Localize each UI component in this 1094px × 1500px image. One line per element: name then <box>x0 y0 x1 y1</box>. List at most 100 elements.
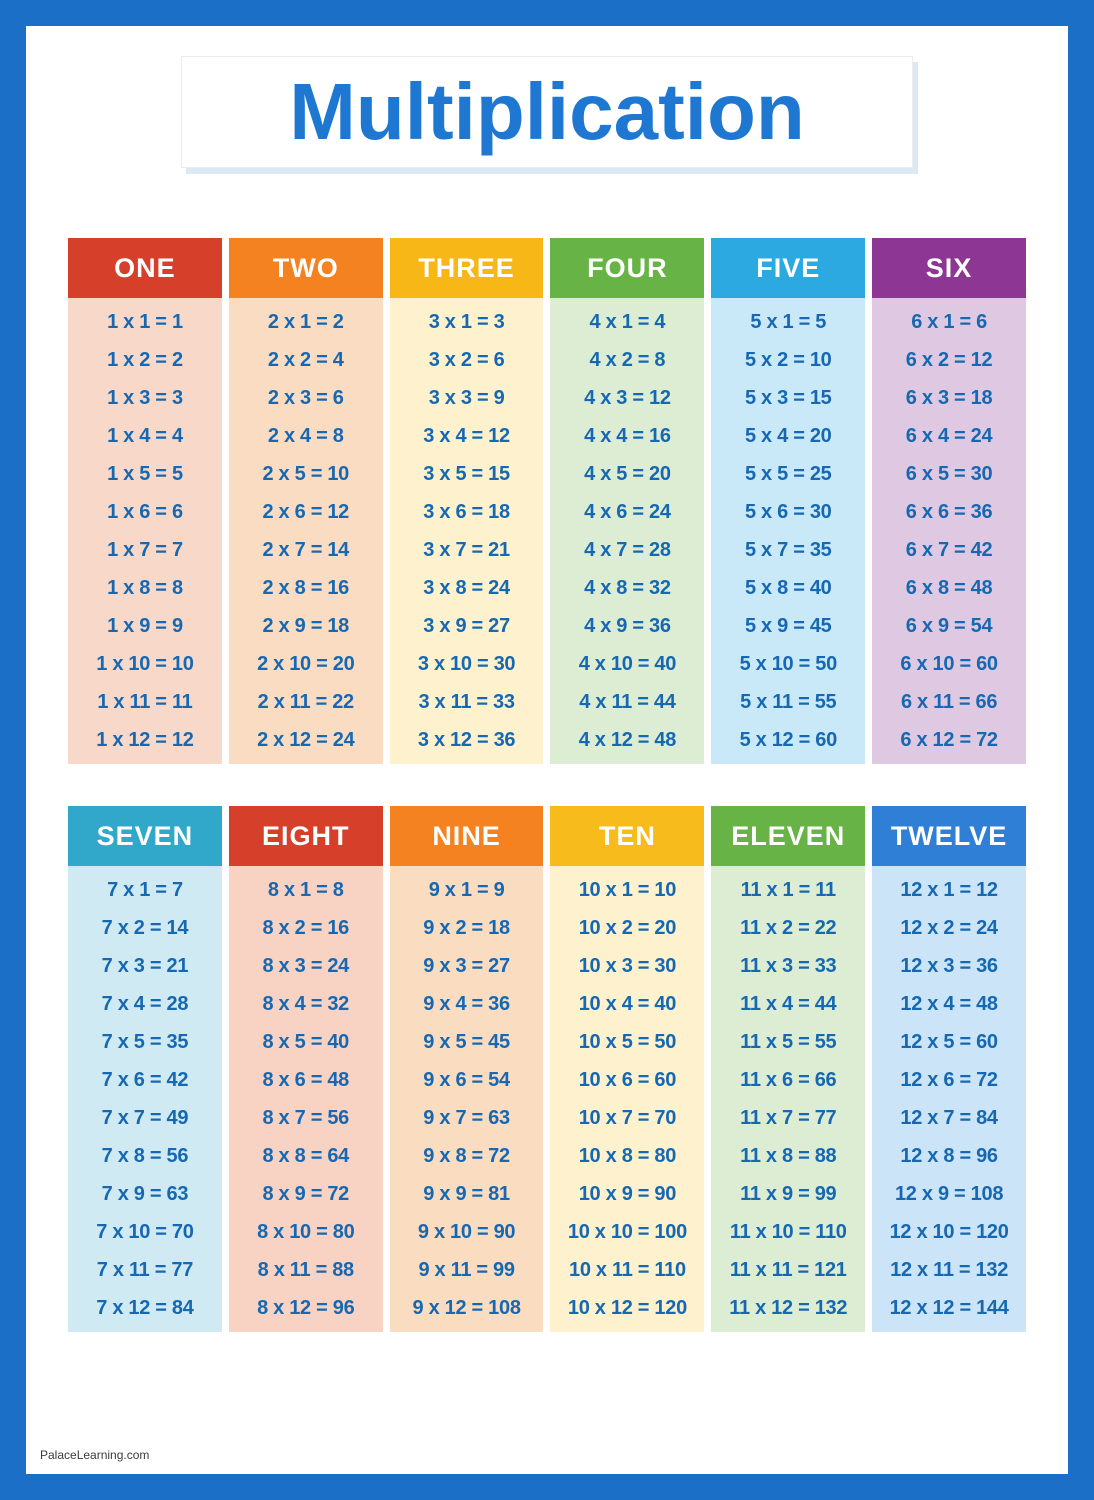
multiplication-fact: 12 x 10 = 120 <box>889 1221 1009 1243</box>
multiplication-fact: 6 x 10 = 60 <box>900 653 998 675</box>
multiplication-fact: 3 x 5 = 15 <box>423 463 510 485</box>
multiplication-fact: 7 x 1 = 7 <box>107 879 183 901</box>
table-header-ten: TEN <box>550 806 705 866</box>
multiplication-fact: 9 x 7 = 63 <box>423 1107 510 1129</box>
multiplication-fact: 12 x 7 = 84 <box>900 1107 998 1129</box>
multiplication-fact: 7 x 3 = 21 <box>101 955 189 977</box>
multiplication-fact: 2 x 2 = 4 <box>267 349 344 371</box>
multiplication-fact: 8 x 6 = 48 <box>262 1069 349 1091</box>
multiplication-fact: 3 x 12 = 36 <box>417 729 516 751</box>
multiplication-fact: 8 x 10 = 80 <box>257 1221 355 1243</box>
multiplication-fact: 2 x 11 = 22 <box>257 691 355 713</box>
multiplication-fact: 1 x 10 = 10 <box>96 653 194 675</box>
multiplication-fact: 7 x 8 = 56 <box>101 1145 189 1167</box>
multiplication-fact: 9 x 8 = 72 <box>423 1145 510 1167</box>
multiplication-fact: 10 x 2 = 20 <box>578 917 677 939</box>
multiplication-fact: 4 x 4 = 16 <box>584 425 671 447</box>
multiplication-fact: 2 x 7 = 14 <box>262 539 349 561</box>
multiplication-fact: 11 x 11 = 121 <box>729 1259 847 1281</box>
multiplication-fact: 7 x 7 = 49 <box>101 1107 189 1129</box>
multiplication-fact: 10 x 10 = 100 <box>567 1221 687 1243</box>
multiplication-fact: 7 x 5 = 35 <box>101 1031 189 1053</box>
multiplication-fact: 8 x 2 = 16 <box>262 917 349 939</box>
multiplication-fact: 12 x 9 = 108 <box>894 1183 1004 1205</box>
multiplication-fact: 3 x 2 = 6 <box>428 349 505 371</box>
multiplication-fact: 11 x 2 = 22 <box>740 917 837 939</box>
title-box: Multiplication <box>181 56 913 168</box>
multiplication-fact: 8 x 4 = 32 <box>262 993 349 1015</box>
multiplication-fact: 7 x 6 = 42 <box>101 1069 189 1091</box>
multiplication-fact: 6 x 4 = 24 <box>905 425 993 447</box>
multiplication-fact: 11 x 7 = 77 <box>740 1107 837 1129</box>
multiplication-fact: 11 x 3 = 33 <box>740 955 837 977</box>
poster-title: Multiplication <box>289 67 805 156</box>
multiplication-fact: 6 x 6 = 36 <box>905 501 993 523</box>
table-body: 9 x 1 = 9 9 x 2 = 18 9 x 3 = 27 9 x 4 = 36 9… <box>389 866 544 1332</box>
multiplication-fact: 4 x 8 = 32 <box>584 577 671 599</box>
multiplication-fact: 12 x 1 = 12 <box>900 879 998 901</box>
multiplication-fact: 12 x 4 = 48 <box>900 993 998 1015</box>
multiplication-fact: 10 x 3 = 30 <box>578 955 677 977</box>
multiplication-fact: 6 x 5 = 30 <box>905 463 993 485</box>
multiplication-fact: 7 x 10 = 70 <box>96 1221 194 1243</box>
multiplication-fact: 10 x 1 = 10 <box>578 879 677 901</box>
multiplication-fact: 10 x 5 = 50 <box>578 1031 677 1053</box>
times-table-twelve: TWELVE 12 x 1 = 12 12 x 2 = 24 12 x 3 = 36 1… <box>872 806 1026 1332</box>
multiplication-fact: 2 x 9 = 18 <box>262 615 349 637</box>
multiplication-fact: 3 x 1 = 3 <box>428 311 505 333</box>
multiplication-fact: 4 x 12 = 48 <box>578 729 677 751</box>
times-table-nine: NINE 9 x 1 = 9 9 x 2 = 18 9 x 3 = 27 9 x 4 =… <box>389 806 544 1332</box>
multiplication-fact: 8 x 12 = 96 <box>257 1297 355 1319</box>
multiplication-fact: 1 x 9 = 9 <box>107 615 183 637</box>
multiplication-fact: 10 x 6 = 60 <box>578 1069 677 1091</box>
table-header-three: THREE <box>389 238 544 298</box>
table-body: 11 x 1 = 11 11 x 2 = 22 11 x 3 = 33 11 x 4 … <box>711 866 866 1332</box>
multiplication-fact: 4 x 7 = 28 <box>584 539 671 561</box>
multiplication-fact: 3 x 8 = 24 <box>423 577 510 599</box>
multiplication-fact: 5 x 5 = 25 <box>744 463 832 485</box>
table-body: 6 x 1 = 6 6 x 2 = 12 6 x 3 = 18 6 x 4 = 24 6… <box>872 298 1026 764</box>
multiplication-fact: 6 x 8 = 48 <box>905 577 993 599</box>
multiplication-fact: 7 x 12 = 84 <box>96 1297 194 1319</box>
table-body: 4 x 1 = 4 4 x 2 = 8 4 x 3 = 12 4 x 4 = 16 4 … <box>550 298 705 764</box>
multiplication-fact: 9 x 10 = 90 <box>417 1221 516 1243</box>
multiplication-fact: 3 x 9 = 27 <box>423 615 510 637</box>
multiplication-fact: 3 x 3 = 9 <box>428 387 505 409</box>
multiplication-fact: 11 x 9 = 99 <box>740 1183 837 1205</box>
multiplication-fact: 3 x 4 = 12 <box>423 425 510 447</box>
multiplication-fact: 11 x 6 = 66 <box>740 1069 837 1091</box>
multiplication-fact: 7 x 2 = 14 <box>101 917 189 939</box>
multiplication-fact: 5 x 10 = 50 <box>739 653 838 675</box>
multiplication-fact: 2 x 3 = 6 <box>267 387 344 409</box>
multiplication-fact: 11 x 10 = 110 <box>729 1221 847 1243</box>
multiplication-fact: 4 x 10 = 40 <box>578 653 677 675</box>
times-table-eleven: ELEVEN 11 x 1 = 11 11 x 2 = 22 11 x 3 = 33 1… <box>711 806 866 1332</box>
multiplication-fact: 10 x 11 = 110 <box>569 1259 686 1281</box>
multiplication-fact: 3 x 11 = 33 <box>418 691 515 713</box>
multiplication-fact: 9 x 3 = 27 <box>423 955 510 977</box>
multiplication-fact: 4 x 3 = 12 <box>584 387 671 409</box>
times-table-eight: EIGHT 8 x 1 = 8 8 x 2 = 16 8 x 3 = 24 8 x 4 … <box>228 806 383 1332</box>
multiplication-fact: 4 x 9 = 36 <box>584 615 671 637</box>
multiplication-fact: 1 x 6 = 6 <box>107 501 183 523</box>
multiplication-fact: 1 x 4 = 4 <box>107 425 183 447</box>
multiplication-fact: 7 x 9 = 63 <box>101 1183 189 1205</box>
multiplication-fact: 5 x 9 = 45 <box>744 615 832 637</box>
multiplication-fact: 12 x 8 = 96 <box>900 1145 998 1167</box>
multiplication-fact: 5 x 4 = 20 <box>744 425 832 447</box>
multiplication-fact: 10 x 7 = 70 <box>578 1107 677 1129</box>
multiplication-fact: 8 x 3 = 24 <box>262 955 349 977</box>
multiplication-fact: 10 x 8 = 80 <box>578 1145 677 1167</box>
multiplication-fact: 11 x 5 = 55 <box>740 1031 837 1053</box>
multiplication-fact: 12 x 2 = 24 <box>900 917 998 939</box>
multiplication-fact: 8 x 8 = 64 <box>262 1145 349 1167</box>
multiplication-fact: 2 x 4 = 8 <box>267 425 344 447</box>
multiplication-fact: 3 x 7 = 21 <box>423 539 510 561</box>
multiplication-fact: 10 x 9 = 90 <box>578 1183 677 1205</box>
times-table-three: THREE 3 x 1 = 3 3 x 2 = 6 3 x 3 = 9 3 x 4 = … <box>389 238 544 764</box>
multiplication-fact: 6 x 1 = 6 <box>911 311 987 333</box>
multiplication-fact: 2 x 5 = 10 <box>262 463 349 485</box>
